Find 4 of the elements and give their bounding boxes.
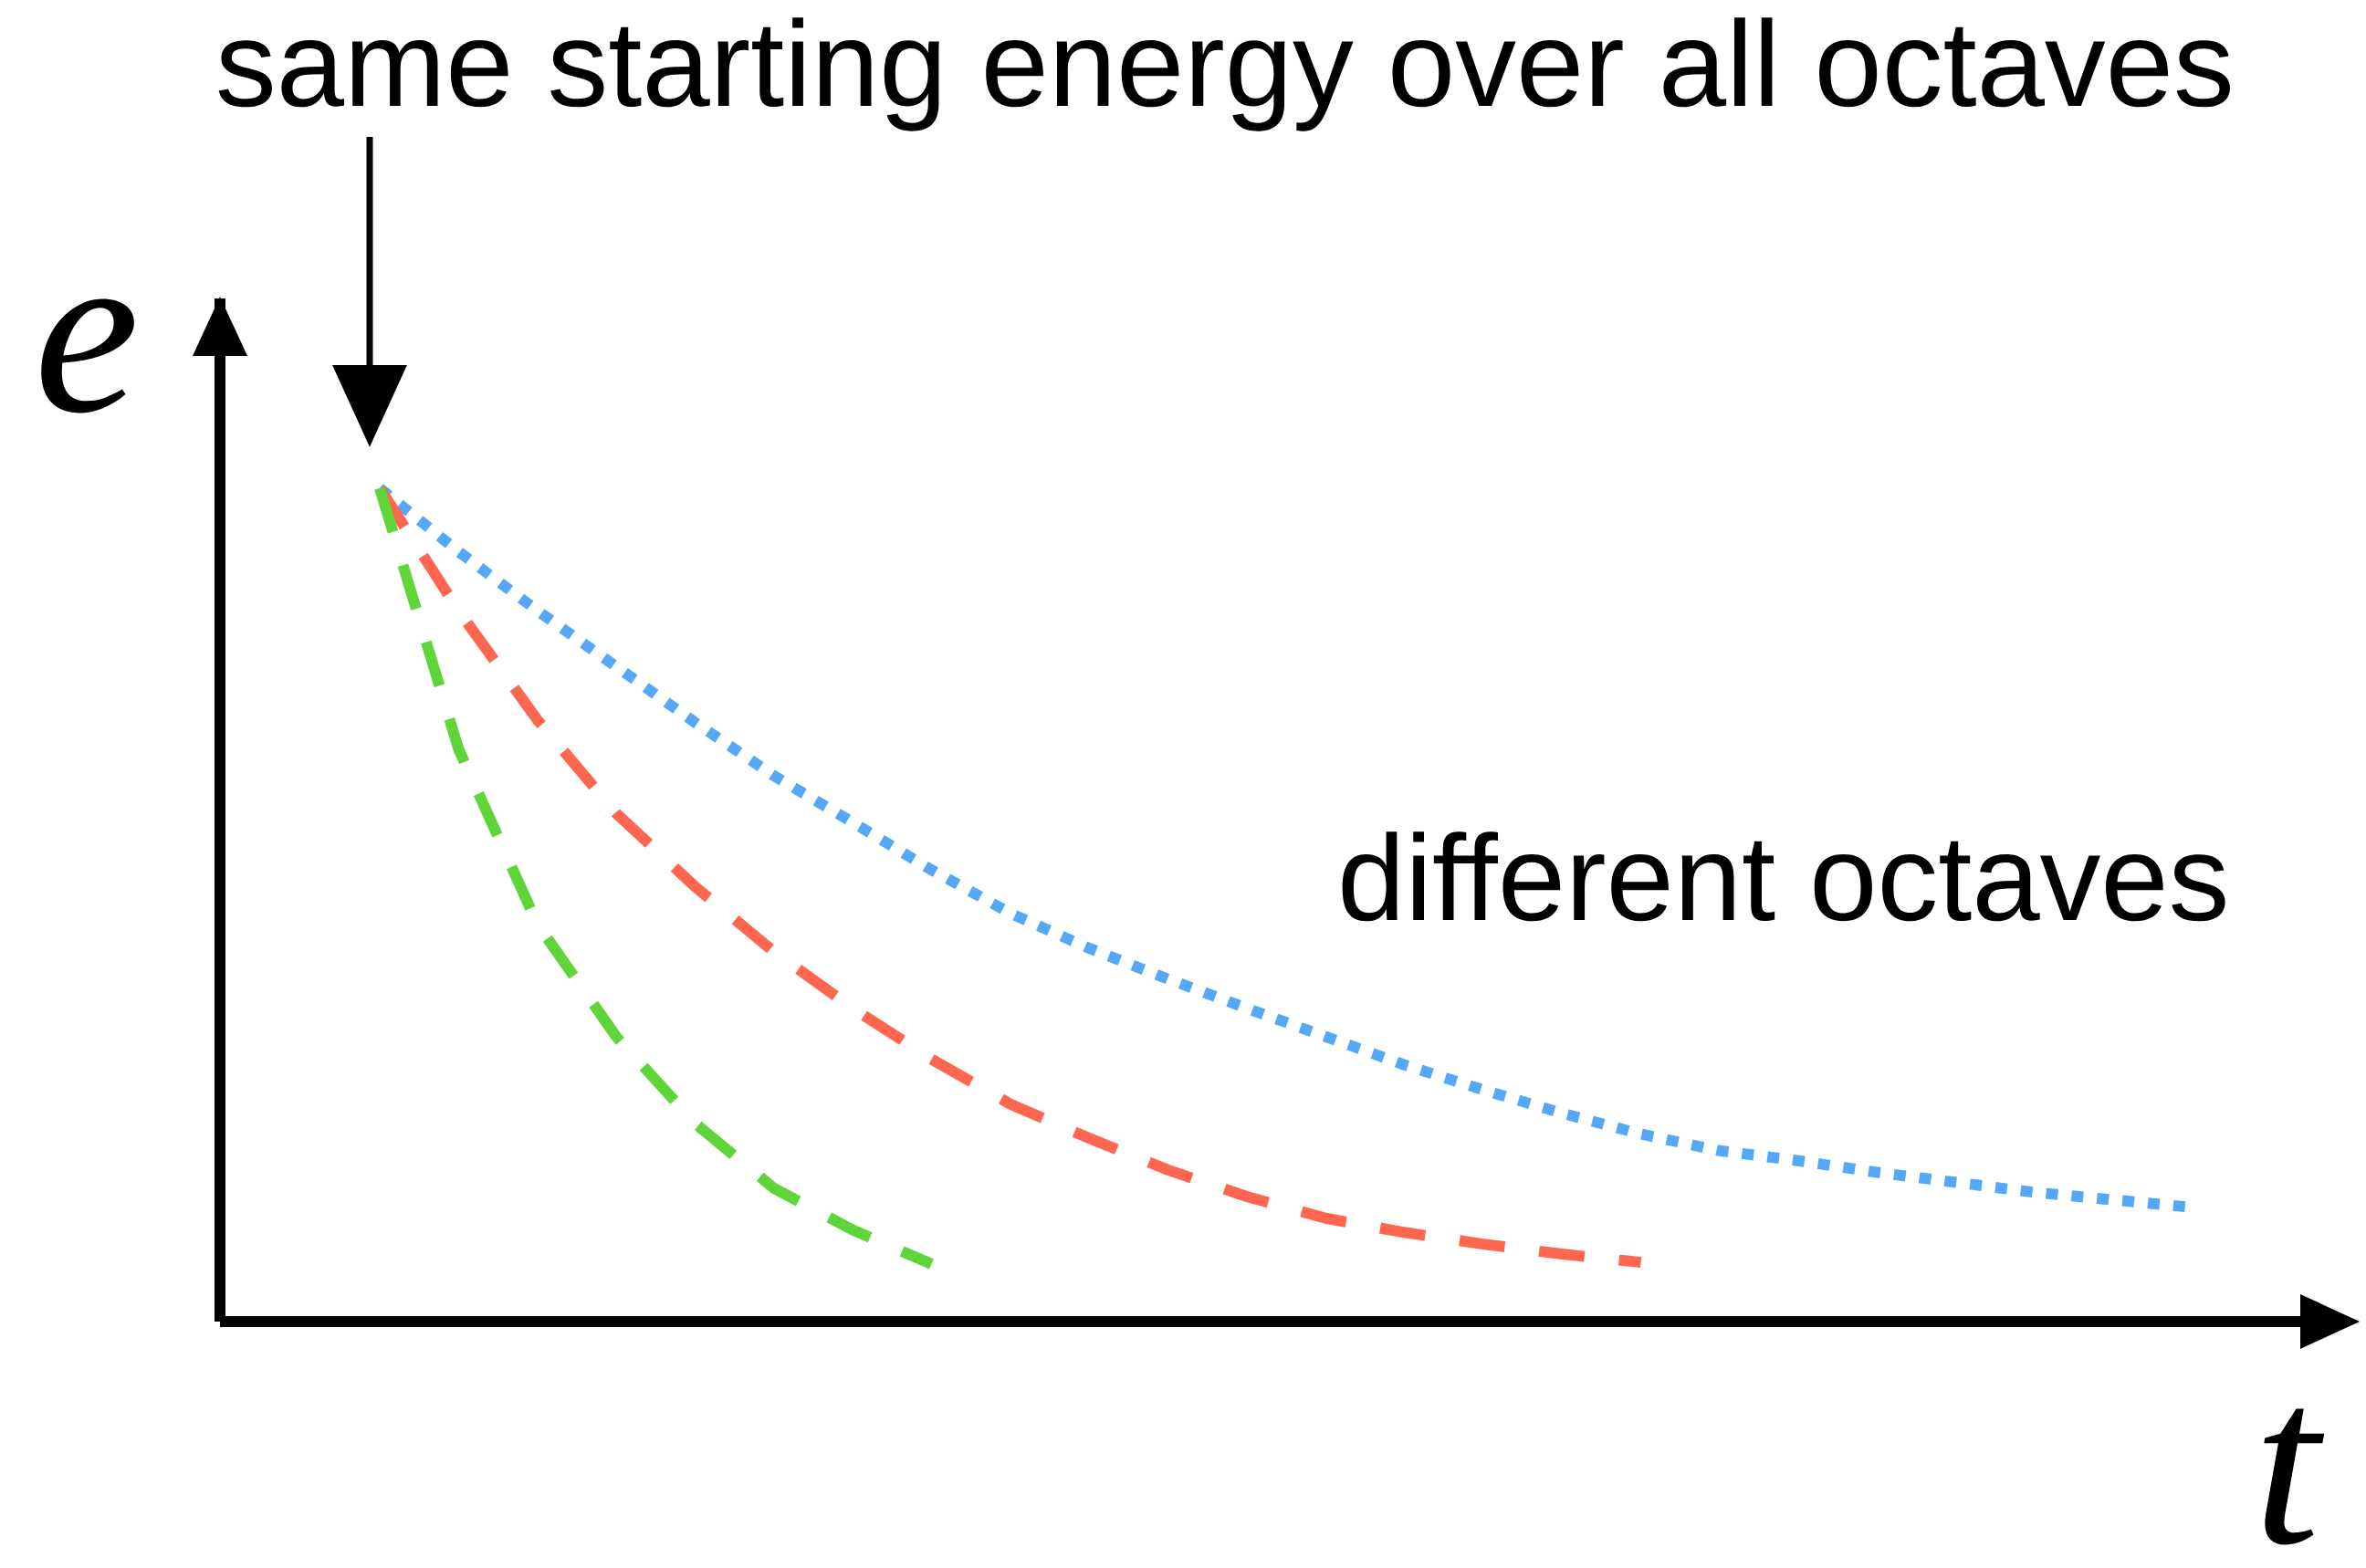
y-axis-title: e xyxy=(41,298,134,413)
text: same starting energy over all octaves xyxy=(218,17,2230,131)
annotation: different octaves xyxy=(1342,831,2225,922)
x-axis-title: t xyxy=(2264,1408,2325,1545)
